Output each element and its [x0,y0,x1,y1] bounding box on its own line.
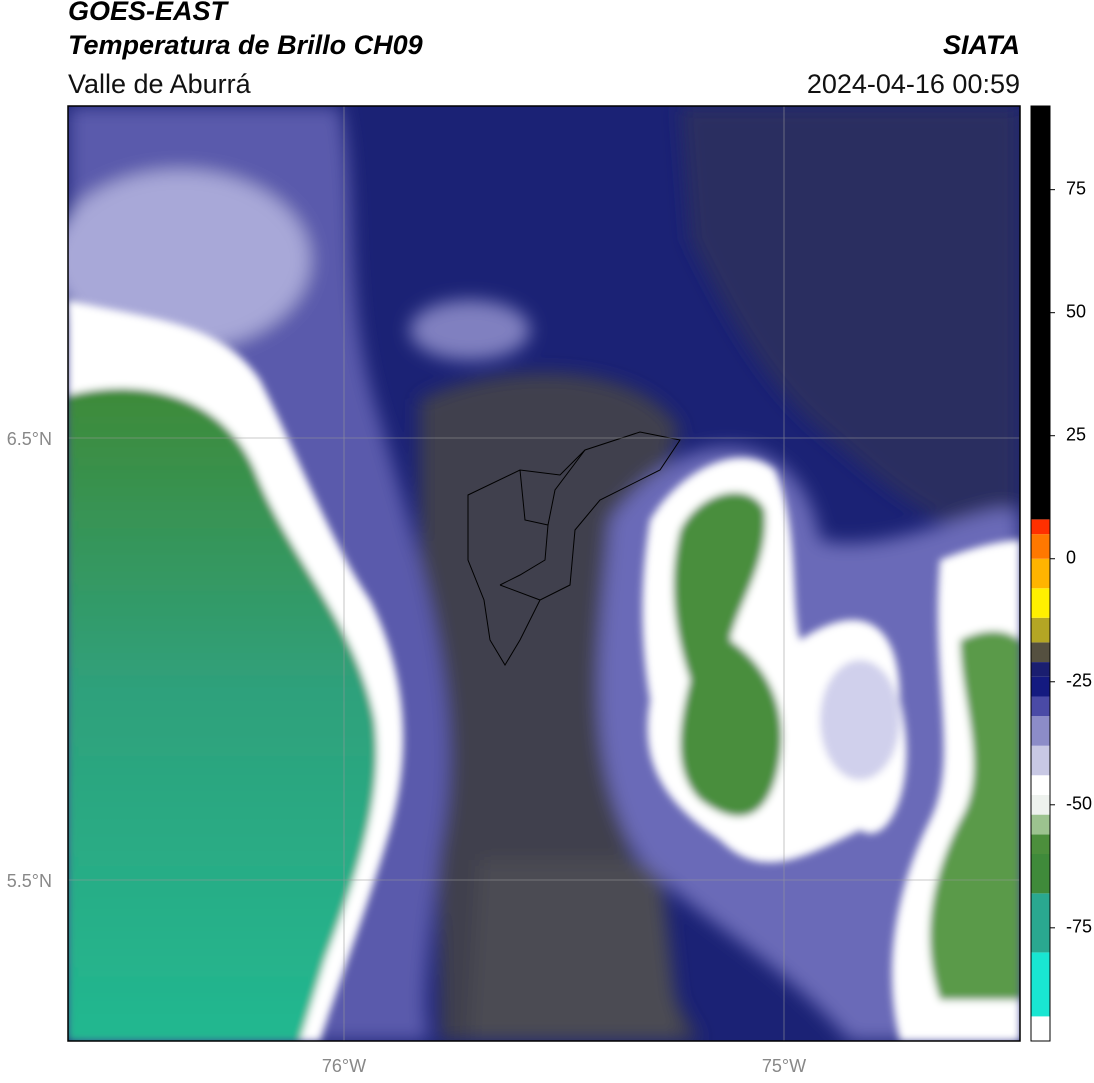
colorbar-segment [1031,617,1050,643]
lat-label: 6.5°N [7,429,52,449]
colorbar-tick-label: 75 [1066,178,1086,198]
colorbar-segment [1031,716,1050,746]
lon-label: 76°W [322,1056,366,1076]
colorbar-segment [1031,588,1050,618]
lat-label: 5.5°N [7,871,52,891]
colorbar-segment [1031,534,1050,559]
colorbar-segment [1031,893,1050,953]
lon-label: 75°W [762,1056,806,1076]
colorbar-segment [1031,834,1050,854]
title: Temperatura de Brillo CH09 [68,30,423,60]
colorbar-tick-label: -75 [1066,917,1092,937]
municipal-boundaries [467,431,681,666]
colorbar-segment [1031,814,1050,835]
colorbar-tick-label: 50 [1066,301,1086,321]
colorbar-segment [1031,642,1050,663]
colorbar-segment [1031,775,1050,795]
map [68,106,1020,1041]
colorbar-segment [1031,745,1050,776]
colorbar-segment [1031,662,1050,677]
colorbar-tick-label: 0 [1066,547,1076,567]
colorbar-segment [1031,794,1050,815]
colorbar: 75 50 25 0 -25 -50 -75 [1030,105,1092,1042]
colorbar-tick-label: -50 [1066,794,1092,814]
colorbar-segment [1031,558,1050,589]
colorbar-segment [1031,952,1050,1017]
region: Valle de Aburrá [68,69,252,99]
cold-tops [68,300,1020,1041]
colorbar-frame [1030,105,1051,1042]
source-title: GOES-EAST [68,0,230,26]
colorbar-segment [1031,106,1050,520]
map-frame [67,105,1021,1042]
colorbar-segment [1031,854,1050,894]
colorbar-segment [1031,519,1050,535]
colorbar-tick-label: -25 [1066,671,1092,691]
graticule [68,106,1020,1041]
colorbar-segment [1031,696,1050,717]
colorbar-segment [1031,676,1050,697]
datetime: 2024-04-16 00:59 [807,69,1020,99]
colorbar-segment [1031,1016,1050,1041]
agency: SIATA [943,30,1020,60]
colorbar-tick-label: 25 [1066,424,1086,444]
